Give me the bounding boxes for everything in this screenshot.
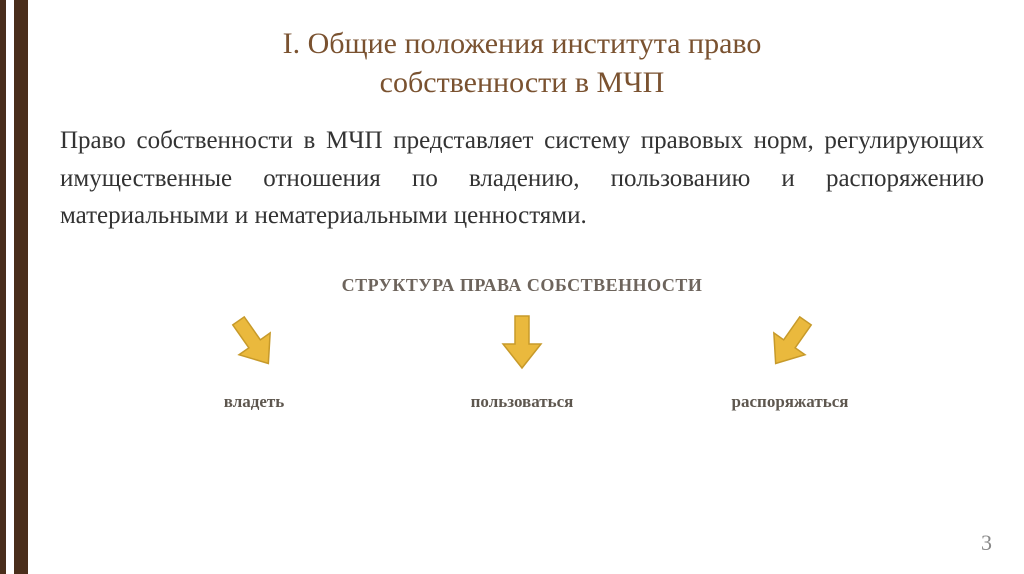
label-right: распоряжаться [690,392,890,412]
arrows-row [60,308,984,378]
border-outer [0,0,6,574]
arrow-right-wrap [690,308,890,378]
arrow-down-right-icon [755,308,825,378]
arrow-left-wrap [154,308,354,378]
slide-content: I. Общие положения института право собст… [0,0,1024,412]
label-left: владеть [154,392,354,412]
border-inner [14,0,28,574]
arrow-down-left-icon [219,308,289,378]
title-line-1: I. Общие положения института право [283,27,762,60]
slide-title: I. Общие положения института право собст… [60,24,984,102]
title-line-2: собственности в МЧП [380,66,665,99]
label-middle: пользоваться [422,392,622,412]
arrow-middle-wrap [422,308,622,378]
body-paragraph: Право собственности в МЧП представляет с… [60,122,984,235]
labels-row: владеть пользоваться распоряжаться [60,392,984,412]
arrow-down-icon [487,308,557,378]
left-border-strip [0,0,32,574]
page-number: 3 [981,530,992,556]
structure-heading: Структура права собственности [60,275,984,296]
